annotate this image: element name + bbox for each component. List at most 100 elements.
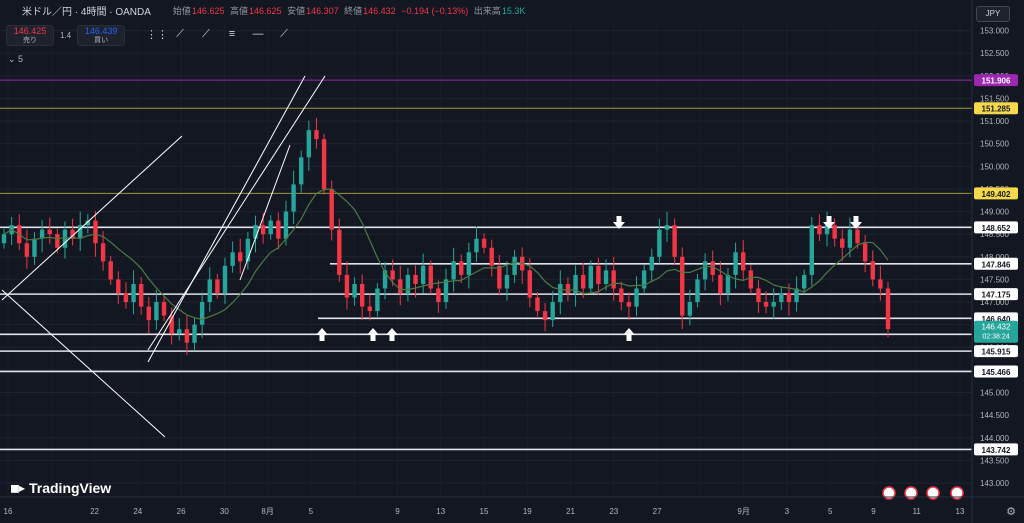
candle [85,213,91,234]
candle [611,256,616,301]
candle [161,296,167,322]
x-tick-label: 27 [653,507,662,516]
fib-icon[interactable]: ≡ [228,28,236,40]
x-tick-label: 5 [828,507,833,516]
candle [276,212,281,250]
trendline-icon[interactable]: ⟋ [176,28,184,40]
buy-button[interactable]: 146.439 買い [77,25,126,46]
level-tag [974,365,1018,378]
x-tick-label: 3 [785,507,790,516]
candle [177,318,182,341]
candle [337,218,342,282]
candle [108,255,113,285]
tradingview-logo: ◼▸ TradingView [10,480,112,496]
candle [32,231,37,265]
candle [230,241,235,273]
candle [489,239,494,277]
candle [344,261,350,310]
x-tick-label: 13 [956,507,965,516]
y-tick-label: 143.500 [980,456,1009,465]
candle [154,289,159,330]
x-tick-label: 11 [913,507,922,516]
x-tick-label: 21 [566,507,575,516]
x-tick-label: 16 [4,507,13,516]
candle [238,238,243,274]
candle [710,250,715,282]
candle [146,297,151,334]
candle [542,302,548,331]
candle [786,283,792,316]
candle [748,264,754,294]
candle [832,218,837,247]
level-label: 143.742 [982,446,1011,455]
candle [329,180,334,241]
x-tick-label: 23 [609,507,618,516]
candle [405,268,411,302]
candle [763,291,769,314]
ray-icon[interactable]: ⟋ [202,28,210,40]
y-tick-label: 148.500 [980,230,1009,239]
gear-icon[interactable]: ⚙ [1006,506,1016,518]
candle [443,268,449,309]
candle [847,217,853,258]
current-price-label: 146.432 [982,323,1011,332]
level-label: 147.846 [982,260,1011,269]
candle [885,281,891,338]
level-tag [974,345,1018,358]
candle [207,267,212,312]
symbol-title[interactable]: 米ドル／円 · 4時間 · OANDA [22,6,151,18]
trend-line [147,75,306,363]
x-tick-label: 19 [523,507,532,516]
candle [558,270,563,315]
x-tick-label: 9 [871,507,876,516]
horizontal-line-icon[interactable]: — [252,28,264,40]
candle [634,276,639,317]
level-tag [974,288,1018,301]
y-tick-label: 144.500 [980,411,1009,420]
candle [245,231,251,270]
candle [413,265,418,298]
candle [619,281,624,311]
drag-handle-icon[interactable]: ⋮⋮ [146,29,168,41]
y-tick-label: 150.000 [980,162,1009,171]
sell-button[interactable]: 146.425 売り [6,25,54,46]
candle [24,229,30,270]
candle [359,274,365,321]
trend-line [147,75,326,351]
candle [436,280,441,313]
candle [794,276,799,312]
candle [535,292,540,317]
extended-line-icon[interactable]: ⟋ [280,28,288,40]
currency-selector[interactable]: JPY [976,6,1010,22]
candle [420,253,426,294]
y-tick-label: 150.500 [980,140,1009,149]
event-flag-icon [904,486,918,500]
candle [840,229,845,262]
x-tick-label: 13 [436,507,445,516]
candle [657,218,662,264]
candle [131,270,136,315]
candle [573,265,578,307]
event-flag-icon [882,486,896,500]
level-label: 146.640 [982,315,1011,324]
level-label: 149.402 [982,190,1011,199]
trend-line [239,144,291,281]
current-price-tag [974,320,1018,343]
candle [268,215,273,240]
event-flag-icon [926,486,940,500]
candle [878,265,883,301]
candle [596,257,601,295]
x-tick-label: 30 [220,507,229,516]
candle [222,257,228,304]
candle [299,150,304,193]
up-arrow-icon [623,328,635,341]
candle [695,274,700,308]
candle [78,211,83,251]
indicator-count[interactable]: ⌄ 5 [8,54,24,64]
x-tick-label: 9 [395,507,400,516]
candle [725,268,731,302]
level-label: 145.466 [982,368,1011,377]
level-label: 147.175 [982,291,1011,300]
level-tag [974,102,1018,115]
